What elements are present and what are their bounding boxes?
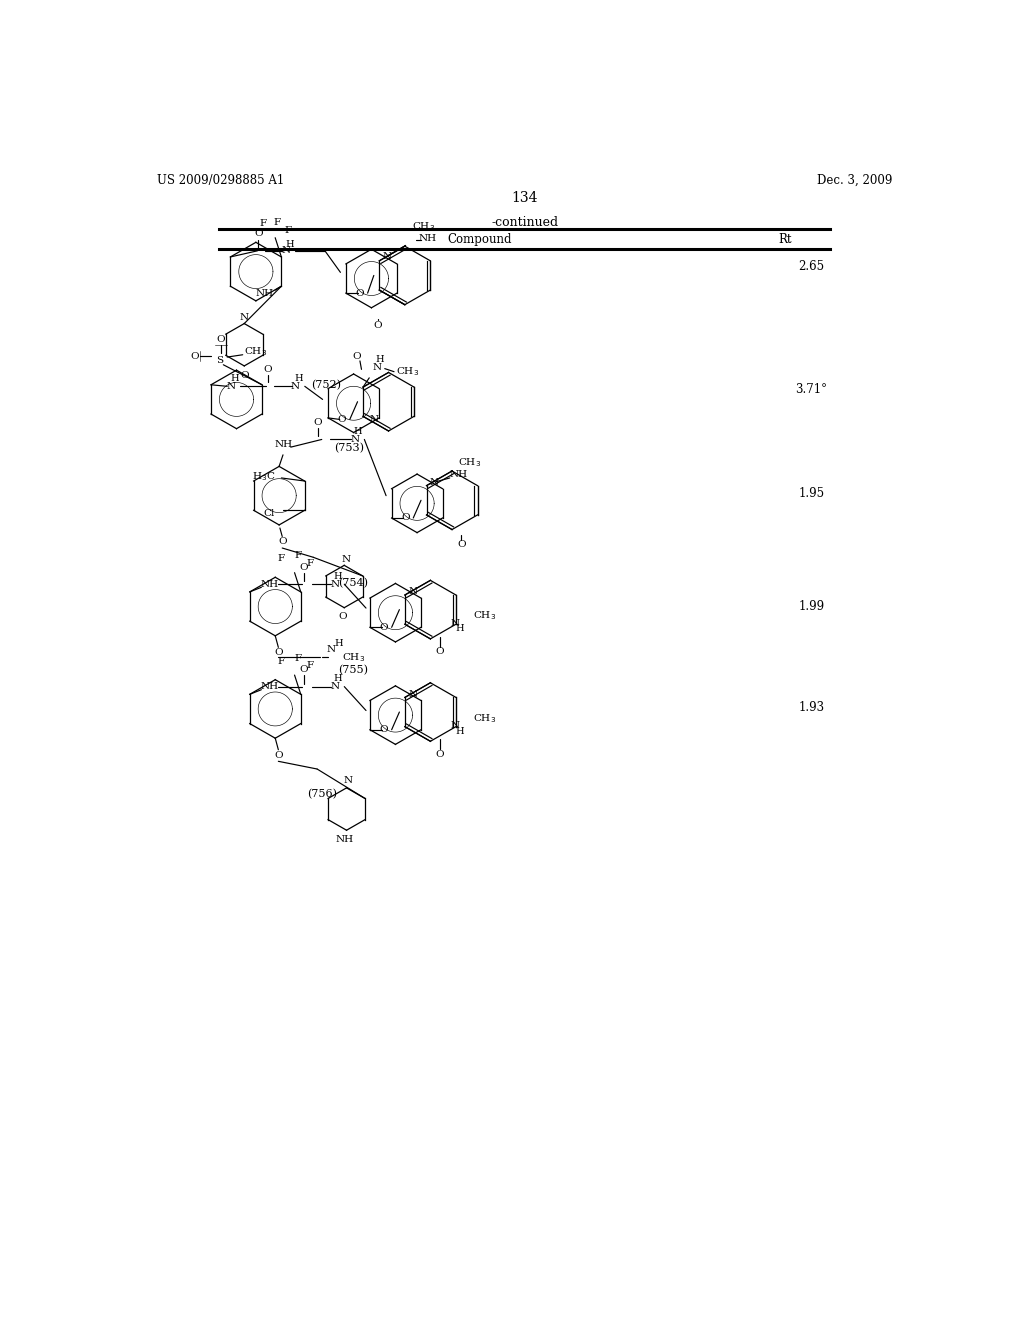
Text: N: N — [343, 776, 352, 784]
Text: H: H — [334, 572, 342, 581]
Text: H: H — [376, 355, 384, 364]
Text: H: H — [286, 240, 294, 249]
Text: NH: NH — [260, 579, 279, 589]
Text: NH: NH — [450, 470, 468, 479]
Text: O: O — [313, 418, 323, 426]
Text: Compound: Compound — [446, 232, 511, 246]
Text: N: N — [383, 252, 391, 260]
Text: H: H — [335, 639, 343, 648]
Text: O: O — [274, 751, 283, 759]
Text: N: N — [327, 645, 336, 655]
Text: N: N — [291, 381, 300, 391]
Text: O: O — [380, 623, 388, 632]
Text: CH$_3$: CH$_3$ — [245, 346, 267, 358]
Text: US 2009/0298885 A1: US 2009/0298885 A1 — [158, 174, 285, 187]
Text: CH$_3$: CH$_3$ — [412, 219, 435, 232]
Text: Rt: Rt — [778, 232, 792, 246]
Text: O: O — [278, 537, 287, 546]
Text: H$_3$C: H$_3$C — [252, 470, 275, 483]
Text: F: F — [284, 226, 291, 235]
Text: F: F — [294, 653, 301, 663]
Text: N: N — [409, 587, 417, 597]
Text: O: O — [263, 364, 272, 374]
Text: F: F — [278, 657, 285, 665]
Text: O: O — [190, 352, 199, 360]
Text: O: O — [254, 230, 262, 239]
Text: 2.65: 2.65 — [799, 260, 824, 273]
Text: NH: NH — [418, 234, 436, 243]
Text: O: O — [355, 289, 365, 297]
Text: (755): (755) — [338, 664, 368, 675]
Text: O: O — [300, 562, 308, 572]
Text: F: F — [306, 661, 313, 671]
Text: 1.95: 1.95 — [799, 487, 824, 500]
Text: H: H — [334, 675, 342, 684]
Text: F: F — [294, 552, 301, 560]
Text: CH$_3$: CH$_3$ — [473, 610, 497, 622]
Text: O: O — [338, 414, 346, 424]
Text: N: N — [451, 722, 460, 730]
Text: O: O — [435, 648, 444, 656]
Text: S: S — [216, 356, 223, 366]
Text: N: N — [240, 313, 249, 322]
Text: N: N — [373, 363, 382, 371]
Text: F: F — [273, 218, 281, 227]
Text: 1.93: 1.93 — [799, 701, 824, 714]
Text: O: O — [380, 725, 388, 734]
Text: O: O — [457, 540, 466, 549]
Text: O: O — [274, 648, 283, 657]
Text: H: H — [230, 374, 239, 383]
Text: N: N — [331, 682, 340, 692]
Text: F: F — [306, 558, 313, 568]
Text: -continued: -continued — [492, 216, 558, 230]
Text: 134: 134 — [512, 191, 538, 205]
Text: NH: NH — [274, 440, 293, 449]
Text: H: H — [456, 727, 464, 735]
Text: N: N — [370, 414, 379, 424]
Text: F: F — [259, 219, 266, 228]
Text: Dec. 3, 2009: Dec. 3, 2009 — [817, 174, 892, 187]
Text: 3.71°: 3.71° — [796, 383, 827, 396]
Text: O: O — [401, 513, 410, 523]
Text: N: N — [451, 619, 460, 628]
Text: O: O — [300, 665, 308, 675]
Text: N: N — [409, 690, 417, 698]
Text: N: N — [350, 436, 359, 444]
Text: NH: NH — [255, 289, 273, 298]
Text: H: H — [294, 374, 303, 383]
Text: N: N — [282, 247, 291, 255]
Text: (753): (753) — [334, 442, 364, 453]
Text: N: N — [331, 579, 340, 589]
Text: NH: NH — [336, 836, 354, 843]
Text: O: O — [352, 352, 361, 360]
Text: F: F — [278, 554, 285, 564]
Text: O: O — [217, 335, 225, 343]
Text: N: N — [430, 478, 439, 487]
Text: CH$_3$: CH$_3$ — [395, 366, 419, 378]
Text: CH$_3$: CH$_3$ — [458, 457, 480, 469]
Text: Cl: Cl — [264, 510, 275, 517]
Text: CH$_3$: CH$_3$ — [473, 711, 497, 725]
Text: O: O — [240, 371, 249, 380]
Text: O: O — [435, 750, 444, 759]
Text: (754): (754) — [338, 578, 368, 589]
Text: N: N — [341, 554, 350, 564]
Text: O: O — [374, 321, 382, 330]
Text: 1.99: 1.99 — [799, 601, 824, 612]
Text: N: N — [226, 381, 236, 391]
Text: (756): (756) — [307, 788, 337, 799]
Text: NH: NH — [260, 682, 279, 692]
Text: (752): (752) — [310, 380, 341, 389]
Text: O: O — [338, 612, 347, 622]
Text: CH$_3$: CH$_3$ — [342, 651, 365, 664]
Text: H: H — [456, 624, 464, 634]
Text: H: H — [354, 428, 362, 436]
